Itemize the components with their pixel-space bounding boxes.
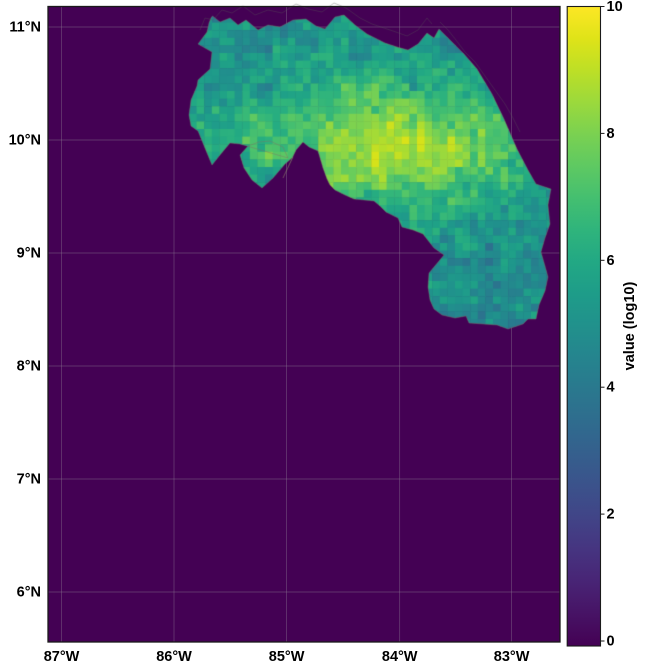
svg-text:value (log10): value (log10): [622, 282, 638, 371]
svg-text:84°W: 84°W: [382, 649, 418, 665]
svg-text:83°W: 83°W: [494, 649, 530, 665]
svg-text:85°W: 85°W: [269, 649, 305, 665]
svg-text:8: 8: [607, 126, 615, 142]
svg-text:6°N: 6°N: [17, 585, 41, 601]
svg-text:6: 6: [607, 253, 615, 269]
svg-text:10: 10: [607, 0, 623, 15]
svg-text:0: 0: [607, 634, 615, 650]
svg-text:4: 4: [607, 380, 615, 396]
svg-text:87°W: 87°W: [44, 649, 80, 665]
svg-text:2: 2: [607, 507, 615, 523]
svg-text:10°N: 10°N: [9, 133, 41, 149]
svg-text:8°N: 8°N: [17, 359, 41, 375]
svg-text:11°N: 11°N: [9, 20, 41, 36]
svg-text:86°W: 86°W: [156, 649, 192, 665]
svg-text:9°N: 9°N: [17, 246, 41, 262]
svg-text:7°N: 7°N: [17, 472, 41, 488]
